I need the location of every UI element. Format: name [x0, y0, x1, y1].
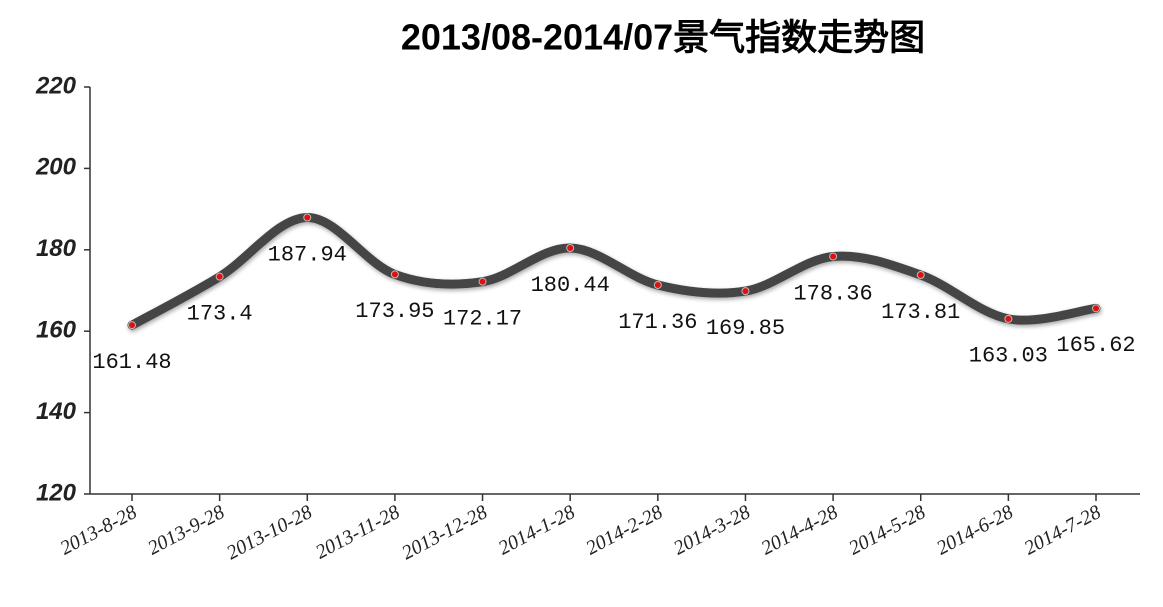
y-tick-label: 160 — [36, 317, 77, 344]
x-tick-label: 2014-1-28 — [495, 501, 579, 560]
x-tick-label: 2013-8-28 — [57, 501, 141, 560]
data-label: 165.62 — [1056, 333, 1135, 358]
x-tick-label: 2014-3-28 — [670, 501, 754, 560]
x-tick-label: 2014-5-28 — [845, 501, 929, 560]
data-label: 173.95 — [355, 299, 434, 324]
point — [390, 270, 399, 279]
x-tick-label: 2014-4-28 — [758, 501, 842, 560]
point — [566, 244, 575, 253]
x-tick-label: 2013-10-28 — [223, 501, 316, 564]
y-tick-label: 220 — [35, 72, 77, 99]
y-tick-label: 140 — [36, 398, 77, 425]
y-tick-label: 200 — [35, 154, 77, 181]
data-label: 171.36 — [618, 310, 697, 335]
point — [829, 252, 838, 261]
x-tick-label: 2013-9-28 — [144, 501, 228, 560]
data-label: 180.44 — [531, 273, 610, 298]
x-tick-label: 2014-7-28 — [1021, 501, 1105, 560]
point — [1004, 314, 1013, 323]
y-tick-label: 180 — [36, 235, 77, 262]
data-label: 172.17 — [443, 306, 522, 331]
x-tick-label: 2014-2-28 — [582, 501, 666, 560]
point — [215, 272, 224, 281]
data-label: 173.4 — [187, 301, 253, 326]
data-label: 163.03 — [969, 344, 1048, 369]
data-label: 178.36 — [793, 281, 872, 306]
x-tick-label: 2014-6-28 — [933, 501, 1017, 560]
point — [303, 213, 312, 222]
line — [127, 212, 1101, 330]
x-tick-label: 2013-11-28 — [312, 501, 403, 564]
y-tick-label: 120 — [36, 479, 77, 506]
chart-title: 2013/08-2014/07景气指数走势图 — [401, 17, 925, 58]
point — [916, 270, 925, 279]
data-label: 161.48 — [92, 350, 171, 375]
point — [478, 277, 487, 286]
point — [1092, 304, 1100, 313]
data-label: 169.85 — [706, 316, 785, 341]
point — [653, 280, 662, 289]
x-tick-label: 2013-12-28 — [398, 501, 491, 564]
point — [128, 321, 136, 330]
data-label: 187.94 — [268, 242, 347, 267]
data-label: 173.81 — [881, 300, 960, 325]
point — [741, 287, 750, 296]
